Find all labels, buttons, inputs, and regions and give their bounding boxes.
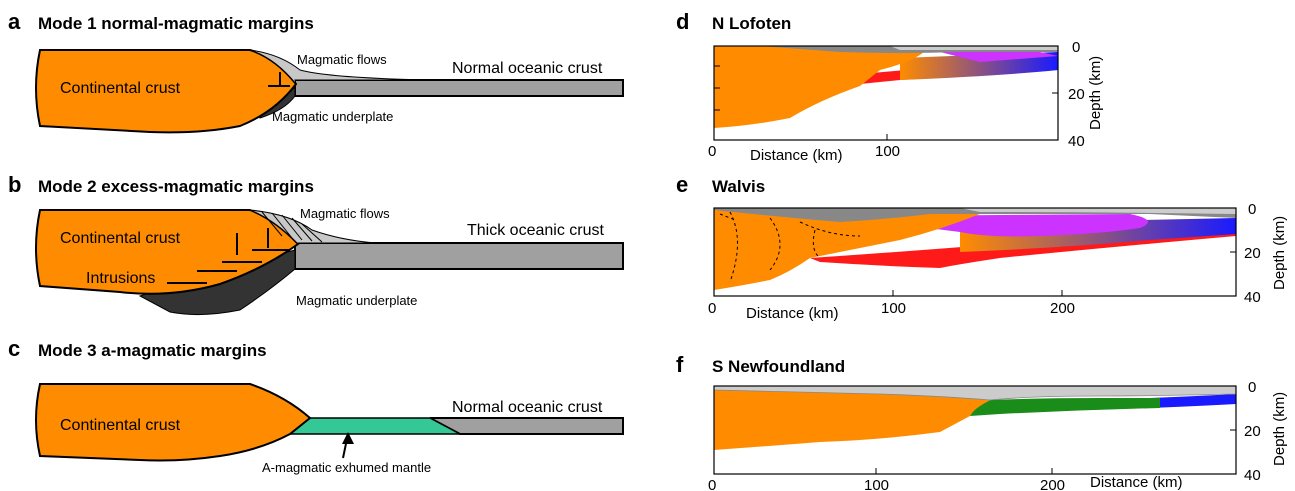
panel-b-oceanic-label: Thick oceanic crust <box>467 222 604 239</box>
panel-d-xtick-1: 100 <box>875 143 900 160</box>
panel-d: d N Lofoten 0 100 Distance (km) 0 <box>676 9 1104 164</box>
panel-e-ticks <box>713 207 1236 297</box>
panel-e-xlabel: Distance (km) <box>746 305 839 322</box>
panel-e-ylabel: Depth (km) <box>1271 216 1288 290</box>
panel-a-oceanic-crust <box>294 79 624 97</box>
panel-e: e Walvis 0 100 2 <box>676 172 1288 322</box>
panel-a-title: Mode 1 normal-magmatic margins <box>38 14 314 33</box>
panel-d-ytick-2: 40 <box>1068 133 1085 150</box>
panel-d-ytick-1: 20 <box>1068 86 1085 103</box>
panel-b-flows-label: Magmatic flows <box>300 206 390 221</box>
panel-e-title: Walvis <box>712 177 765 196</box>
panel-d-ytick-0: 0 <box>1072 39 1080 56</box>
panel-b-letter: b <box>8 172 21 197</box>
panel-b-oceanic-crust <box>294 242 624 270</box>
panel-f-sediments <box>713 385 1237 401</box>
panel-d-xtick-0: 0 <box>708 143 716 160</box>
panel-f-xtick-1: 100 <box>864 477 889 491</box>
panel-c-continental-crust <box>35 383 312 462</box>
panel-a-oceanic-label: Normal oceanic crust <box>452 60 603 77</box>
panel-a: a Mode 1 normal-magmatic margins Contine… <box>8 9 624 134</box>
panel-a-letter: a <box>8 9 21 34</box>
panel-e-continental <box>714 208 980 290</box>
panel-a-continental-label: Continental crust <box>60 80 181 97</box>
panel-e-letter: e <box>676 172 688 197</box>
panel-a-magmatic-flows <box>249 49 431 85</box>
panel-a-underplate-label: Magmatic underplate <box>272 109 393 124</box>
panel-c-letter: c <box>8 336 20 361</box>
panel-e-xtick-2: 200 <box>1050 300 1075 317</box>
panel-c-oceanic-crust <box>429 417 624 435</box>
panel-f-xtick-0: 0 <box>708 477 716 491</box>
panel-f-xtick-2: 200 <box>1040 477 1065 491</box>
panel-c-continental-label: Continental crust <box>60 417 181 434</box>
panel-d-ylabel: Depth (km) <box>1087 56 1104 130</box>
panel-c-arrowhead <box>342 432 354 444</box>
panel-f-xlabel: Distance (km) <box>1090 474 1183 491</box>
panel-c-oceanic-label: Normal oceanic crust <box>452 399 603 416</box>
panel-f-ylabel: Depth (km) <box>1271 392 1288 466</box>
panel-f-green-layer <box>970 398 1160 416</box>
panel-b-flow-layers <box>261 211 323 243</box>
panel-e-ytick-1: 20 <box>1244 245 1261 262</box>
panel-b-continental-label: Continental crust <box>60 230 181 247</box>
panel-f-ticks <box>713 385 1236 475</box>
panel-c-mantle-label: A-magmatic exhumed mantle <box>262 460 431 475</box>
panel-b-intrusion-marks <box>167 228 290 284</box>
panel-f-letter: f <box>676 352 684 377</box>
panel-c-title: Mode 3 a-magmatic margins <box>38 341 267 360</box>
panel-b-underplate-label: Magmatic underplate <box>296 293 417 308</box>
panel-e-ytick-0: 0 <box>1248 201 1256 218</box>
panel-a-flows-label: Magmatic flows <box>297 52 387 67</box>
panel-d-xlabel: Distance (km) <box>750 147 843 164</box>
panel-d-top-sediment <box>890 46 1058 50</box>
panel-d-continental <box>714 46 930 128</box>
panel-f-blue-layer <box>1150 394 1236 408</box>
panel-f: f S Newfoundland 0 100 200 Distance (km)… <box>676 352 1288 491</box>
panel-f-continental <box>714 390 1000 450</box>
panel-e-faults <box>719 211 861 283</box>
panel-e-top-sediment <box>960 208 1236 214</box>
panel-d-ticks <box>713 45 1058 141</box>
panel-b: b Mode 2 excess-magmatic margins Contine… <box>8 172 624 316</box>
panel-b-title: Mode 2 excess-magmatic margins <box>38 177 314 196</box>
panel-d-title: N Lofoten <box>712 14 791 33</box>
panel-e-ytick-2: 40 <box>1244 289 1261 306</box>
panel-e-xtick-1: 100 <box>881 300 906 317</box>
panel-f-ytick-2: 40 <box>1244 467 1261 484</box>
panel-f-ytick-1: 20 <box>1244 423 1261 440</box>
panel-e-xtick-0: 0 <box>708 300 716 317</box>
panel-d-letter: d <box>676 9 689 34</box>
panel-d-magenta-layer <box>940 52 1058 62</box>
panel-c-exhumed-mantle <box>287 417 461 435</box>
panel-b-magmatic-flows <box>249 209 376 246</box>
panel-b-intrusions-label: Intrusions <box>86 270 155 287</box>
panel-f-title: S Newfoundland <box>712 357 845 376</box>
panel-c: c Mode 3 a-magmatic margins Continental … <box>8 336 624 475</box>
panel-f-ytick-0: 0 <box>1248 379 1256 396</box>
